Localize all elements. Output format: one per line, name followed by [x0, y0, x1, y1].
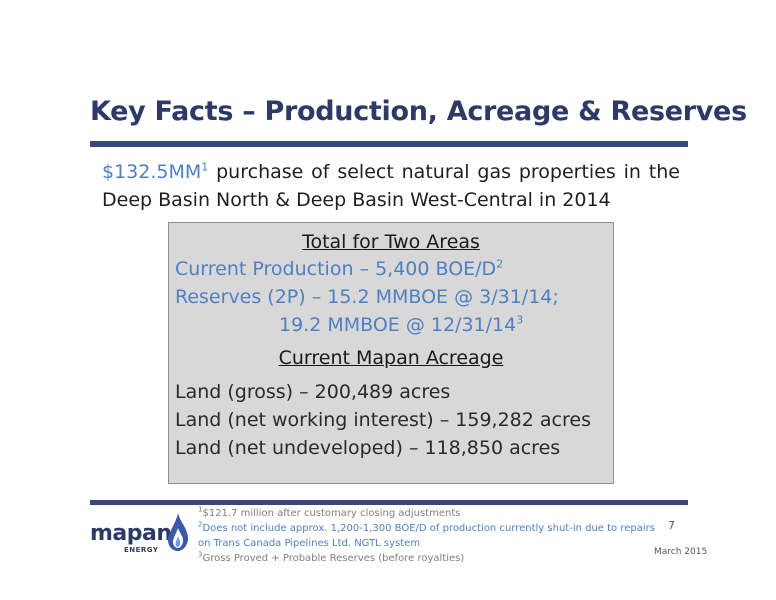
land-net-undeveloped: Land (net undeveloped) – 118,850 acres [175, 437, 561, 459]
purchase-amount: $132.5MM [102, 161, 202, 183]
intro-text: purchase of select natural gas propertie… [102, 161, 680, 211]
footnote-ref-1: 1 [201, 160, 209, 174]
logo-subtitle: ENERGY [124, 546, 159, 554]
current-production: Current Production – 5,400 BOE/D2 [175, 257, 504, 280]
reserves-line-2: 19.2 MMBOE @ 12/31/143 [279, 313, 524, 336]
land-net-working-interest: Land (net working interest) – 159,282 ac… [175, 409, 591, 431]
footnotes: 1$121.7 million after customary closing … [198, 506, 668, 566]
footnote-2: 2Does not include approx. 1,200-1,300 BO… [198, 520, 655, 549]
slide-title: Key Facts – Production, Acreage & Reserv… [90, 96, 747, 127]
footnote-1: 1$121.7 million after customary closing … [198, 505, 461, 519]
footnote-3: 3Gross Proved + Probable Reserves (befor… [198, 550, 465, 564]
flame-drop-icon [168, 513, 189, 551]
reserves-line-1: Reserves (2P) – 15.2 MMBOE @ 3/31/14; [175, 286, 559, 308]
footnote-ref-2: 2 [496, 257, 504, 271]
mapan-logo: mapan ENERGY [90, 512, 194, 554]
footnote-ref-3: 3 [516, 313, 524, 327]
land-gross: Land (gross) – 200,489 acres [175, 381, 451, 403]
acreage-header: Current Mapan Acreage [278, 347, 504, 369]
slide-date: March 2015 [654, 547, 708, 557]
total-header: Total for Two Areas [302, 231, 480, 253]
title-divider [90, 141, 688, 147]
intro-paragraph: $132.5MM1 purchase of select natural gas… [102, 158, 680, 214]
page-number: 7 [668, 519, 675, 532]
footer-divider [90, 500, 688, 505]
key-facts-box: Total for Two Areas Current Production –… [168, 222, 614, 484]
logo-wordmark: mapan [90, 521, 172, 546]
